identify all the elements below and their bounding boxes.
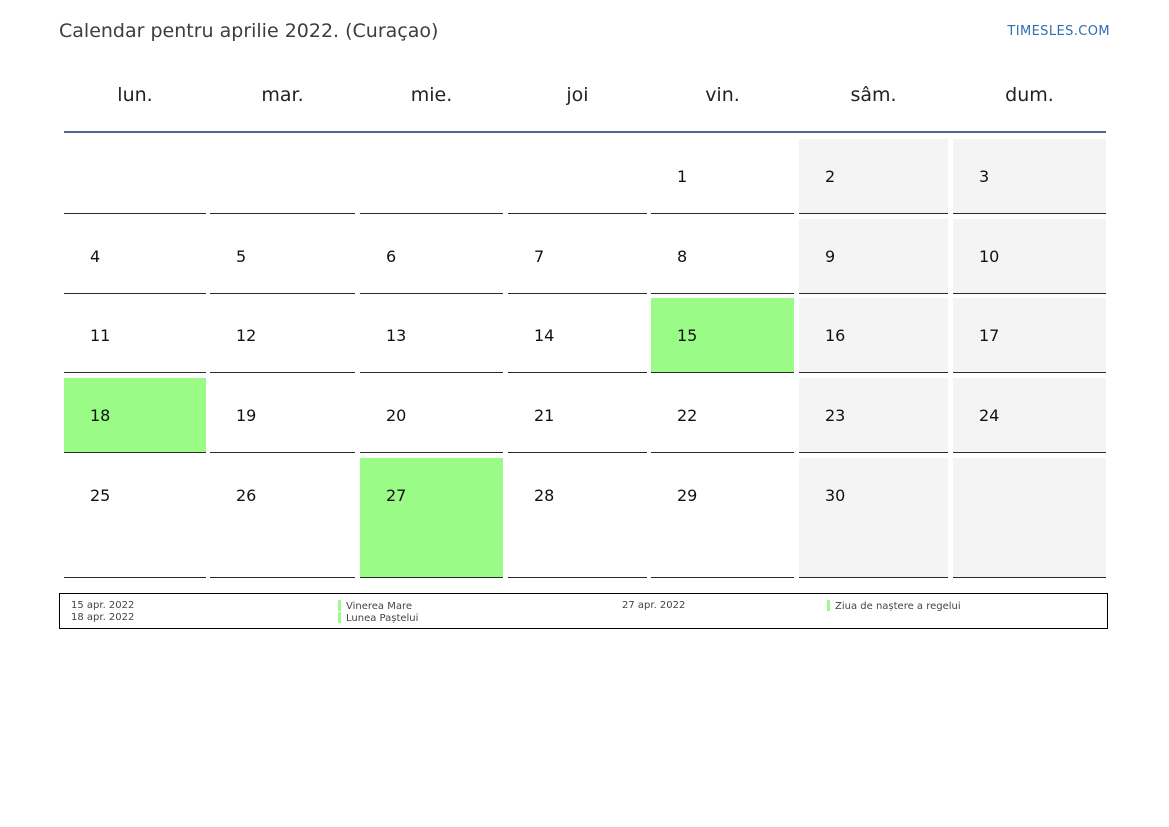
day-number: 15 [677, 326, 698, 345]
day-cell-thu[interactable]: 7 [508, 219, 647, 294]
day-cell-tue[interactable]: 26 [210, 458, 355, 578]
holiday-color-marker [338, 612, 341, 623]
weekday-thu: joi [566, 84, 589, 106]
day-number: 11 [90, 326, 111, 345]
weekday-wed: mie. [410, 84, 453, 106]
day-cell-fri[interactable]: 29 [651, 458, 794, 578]
day-number: 23 [825, 406, 846, 425]
day-number: 13 [386, 326, 407, 345]
day-cell-sat[interactable]: 23 [799, 378, 948, 453]
day-number: 7 [534, 247, 545, 266]
day-cell-wed [360, 139, 503, 214]
day-cell-thu [508, 139, 647, 214]
day-number: 17 [979, 326, 1000, 345]
day-cell-wed[interactable]: 27 [360, 458, 503, 578]
day-number: 6 [386, 247, 397, 266]
day-cell-wed[interactable]: 13 [360, 298, 503, 373]
day-cell-sun[interactable]: 24 [953, 378, 1106, 453]
day-number: 14 [534, 326, 555, 345]
day-cell-tue[interactable]: 5 [210, 219, 355, 294]
day-number: 16 [825, 326, 846, 345]
day-number: 26 [236, 486, 257, 505]
day-cell-mon [64, 139, 206, 214]
legend-holiday-name: Vinerea Mare [338, 600, 412, 612]
day-cell-fri[interactable]: 1 [651, 139, 794, 214]
day-number: 24 [979, 406, 1000, 425]
legend-date: 27 apr. 2022 [622, 600, 686, 611]
header-divider [64, 131, 1106, 133]
legend-holiday-label: Ziua de naștere a regelui [835, 601, 961, 612]
day-cell-mon[interactable]: 25 [64, 458, 206, 578]
day-cell-sun[interactable]: 17 [953, 298, 1106, 373]
legend-holiday-label: Lunea Paștelui [346, 613, 419, 624]
day-cell-sat[interactable]: 2 [799, 139, 948, 214]
day-cell-tue[interactable]: 12 [210, 298, 355, 373]
day-number: 30 [825, 486, 846, 505]
day-number: 22 [677, 406, 698, 425]
legend-holiday-name: Lunea Paștelui [338, 612, 418, 624]
weekday-fri: vin. [705, 84, 740, 106]
day-number: 3 [979, 167, 990, 186]
day-number: 10 [979, 247, 1000, 266]
legend-holiday-label: Vinerea Mare [346, 601, 413, 612]
day-cell-tue [210, 139, 355, 214]
day-cell-mon[interactable]: 4 [64, 219, 206, 294]
day-cell-sun [953, 458, 1106, 578]
day-cell-thu[interactable]: 28 [508, 458, 647, 578]
day-number: 28 [534, 486, 555, 505]
brand-link[interactable]: TIMESLES.COM [1007, 24, 1110, 39]
weekday-mon: lun. [117, 84, 153, 106]
weekday-header-row: lun. mar. mie. joi vin. sâm. dum. [64, 84, 1106, 114]
weekday-sat: sâm. [850, 84, 897, 106]
day-cell-sat[interactable]: 30 [799, 458, 948, 578]
weekday-sun: dum. [1005, 84, 1054, 106]
day-number: 25 [90, 486, 111, 505]
day-number: 12 [236, 326, 257, 345]
day-number: 21 [534, 406, 555, 425]
day-number: 18 [90, 406, 111, 425]
day-cell-fri[interactable]: 8 [651, 219, 794, 294]
day-number: 29 [677, 486, 698, 505]
day-cell-mon[interactable]: 18 [64, 378, 206, 453]
day-cell-fri[interactable]: 15 [651, 298, 794, 373]
holiday-legend: 15 apr. 2022 18 apr. 2022 Vinerea Mare L… [59, 593, 1108, 629]
day-number: 19 [236, 406, 257, 425]
day-number: 1 [677, 167, 688, 186]
day-cell-sun[interactable]: 3 [953, 139, 1106, 214]
day-cell-wed[interactable]: 6 [360, 219, 503, 294]
day-number: 4 [90, 247, 101, 266]
day-number: 20 [386, 406, 407, 425]
day-number: 5 [236, 247, 247, 266]
holiday-color-marker [827, 600, 830, 611]
day-cell-wed[interactable]: 20 [360, 378, 503, 453]
legend-date: 15 apr. 2022 [71, 600, 135, 611]
legend-date: 18 apr. 2022 [71, 612, 135, 623]
day-cell-thu[interactable]: 14 [508, 298, 647, 373]
day-number: 27 [386, 486, 407, 505]
legend-holiday-name: Ziua de naștere a regelui [827, 600, 961, 612]
holiday-color-marker [338, 600, 341, 611]
day-number: 8 [677, 247, 688, 266]
day-cell-mon[interactable]: 11 [64, 298, 206, 373]
day-cell-tue[interactable]: 19 [210, 378, 355, 453]
weekday-tue: mar. [261, 84, 304, 106]
day-number: 9 [825, 247, 836, 266]
day-number: 2 [825, 167, 836, 186]
day-cell-sat[interactable]: 9 [799, 219, 948, 294]
day-cell-sat[interactable]: 16 [799, 298, 948, 373]
day-cell-thu[interactable]: 21 [508, 378, 647, 453]
page-title: Calendar pentru aprilie 2022. (Curaçao) [59, 20, 439, 42]
day-cell-fri[interactable]: 22 [651, 378, 794, 453]
day-cell-sun[interactable]: 10 [953, 219, 1106, 294]
